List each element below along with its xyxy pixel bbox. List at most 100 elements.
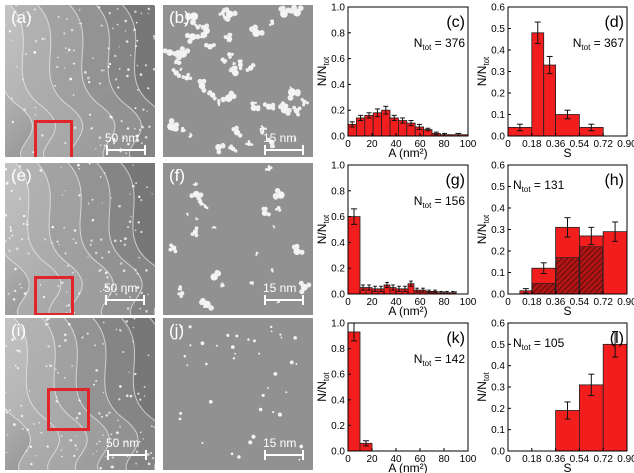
adsorbate-dot [96,450,98,452]
panel-letter: (a) [11,8,32,27]
adsorbate-dot [130,216,132,218]
adsorbate-dot [5,409,7,412]
x-tick-label: 80 [438,454,450,465]
panel-letter: (e) [11,166,32,185]
step-edge [68,5,116,157]
molecule-cluster [204,42,216,50]
molecule-cluster [245,62,256,72]
adsorbate-dot [118,398,121,401]
adsorbate-dot [98,136,102,139]
x-tick-label: 20 [366,139,378,150]
adsorbate-dot [19,283,21,286]
adsorbate-dot [86,332,89,335]
plot-frame [347,6,469,137]
adsorbate-dot [63,32,66,35]
adsorbate-dot [113,138,116,141]
adsorbate-dot [64,333,67,337]
adsorbate-dot [41,134,44,137]
adsorbate-dot [102,391,105,394]
zoom-region-box [47,388,90,431]
adsorbate-dot [138,195,141,199]
molecule-cluster [178,417,182,421]
adsorbate-dot [22,222,25,225]
y-tick-label: 0.8 [331,186,345,197]
adsorbate-dot [11,338,14,341]
adsorbate-dot [98,412,101,415]
adsorbate-dot [47,322,49,325]
scale-bar [264,295,304,305]
molecule-cluster [278,104,292,116]
adsorbate-dot [16,20,18,23]
adsorbate-dot [61,281,64,284]
step-edge [121,5,155,108]
adsorbate-dot [5,240,7,243]
adsorbate-dot [76,448,78,451]
x-tick-label: 0.54 [570,139,590,150]
adsorbate-dot [122,269,126,273]
adsorbate-dot [69,77,73,81]
y-tick-label: 0.4 [331,238,345,249]
molecule-cluster [168,243,178,254]
adsorbate-dot [65,305,68,307]
ntot-label: Ntot = 156 [414,194,466,210]
adsorbate-dot [95,148,97,150]
adsorbate-dot [34,39,38,43]
adsorbate-dot [34,114,37,116]
adsorbate-dot [122,351,125,354]
adsorbate-dot [111,465,114,469]
molecule-cluster [273,371,278,376]
adsorbate-dot [88,113,92,116]
molecule-cluster [192,181,199,187]
molecule-cluster [251,434,256,439]
adsorbate-dot [44,238,47,241]
molecule-cluster [280,336,283,339]
molecule-cluster [253,339,256,343]
adsorbate-dot [140,291,143,295]
adsorbate-dot [27,252,30,255]
x-tick-label: 40 [390,454,402,465]
adsorbate-dot [26,428,29,431]
adsorbate-dot [137,89,139,91]
adsorbate-dot [141,125,144,128]
adsorbate-dot [33,8,36,11]
adsorbate-dot [126,74,129,78]
molecule-cluster [299,444,304,449]
adsorbate-dot [5,213,7,217]
step-edge [5,406,31,470]
molecule-cluster [254,101,257,105]
adsorbate-dot [51,242,54,245]
x-tick-label: 0.18 [522,139,542,150]
x-tick-label: 0.18 [522,454,542,465]
molecule-cluster [291,243,305,255]
adsorbate-dot [72,238,75,240]
step-edge [9,5,56,157]
adsorbate-dot [53,84,56,87]
adsorbate-dot [44,323,47,326]
adsorbate-dot [107,250,111,254]
molecule-cluster [258,352,261,355]
molecule-cluster [272,411,275,414]
x-tick-label: 0.72 [593,454,613,465]
step-edge [67,163,114,315]
molecule-cluster [258,407,263,412]
adsorbate-dot [118,67,121,70]
adsorbate-dot [120,120,123,123]
x-tick-label: 0 [505,454,511,465]
adsorbate-dot [11,234,14,237]
adsorbate-dot [137,273,140,275]
molecule-cluster [201,441,204,444]
adsorbate-dot [103,172,106,175]
adsorbate-dot [143,395,146,397]
molecule-cluster [250,101,261,112]
adsorbate-dot [20,287,23,289]
adsorbate-dot [134,127,136,130]
adsorbate-dot [9,227,12,230]
molecule-cluster [275,206,282,212]
x-tick-label: 0 [345,454,351,465]
adsorbate-dot [132,326,135,329]
molecule-cluster [218,8,226,16]
histogram-k: 0.0 0.2 0.4 0.6 0.8 1.0 0 20 40 60 80 100 A (nm²) N/N… [315,319,477,473]
y-tick-label: 0.1 [491,425,505,436]
adsorbate-dot [16,349,19,352]
adsorbate-dot [125,440,128,443]
